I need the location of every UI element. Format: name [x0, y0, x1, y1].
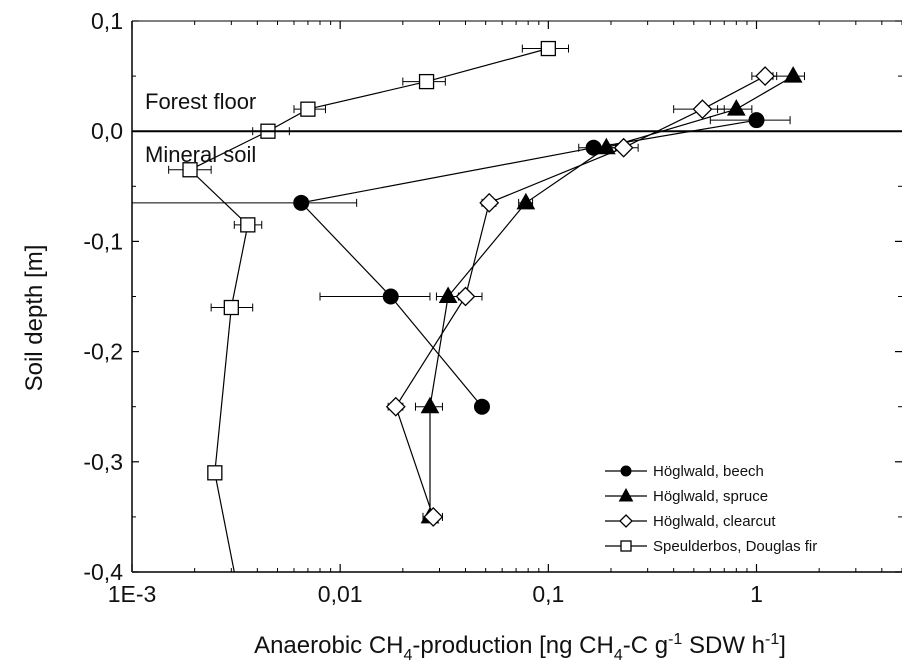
- legend-label-douglas-fir: Speulderbos, Douglas fir: [653, 538, 817, 555]
- x-tick-label: 0,01: [318, 581, 363, 607]
- data-point-clearcut: [385, 396, 406, 417]
- data-point-clearcut: [455, 286, 476, 307]
- annotation-mineral-soil: Mineral soil: [145, 142, 256, 167]
- legend-marker-clearcut: [619, 514, 633, 528]
- data-point-spruce: [516, 192, 536, 210]
- legend-label-spruce: Höglwald, spruce: [653, 488, 768, 505]
- y-tick-label: -0,3: [83, 449, 123, 475]
- series-clearcut: [385, 66, 778, 527]
- data-point-douglas-fir: [240, 217, 256, 233]
- data-point-douglas-fir: [418, 73, 435, 90]
- data-point-spruce: [783, 66, 803, 83]
- data-point-clearcut: [423, 506, 444, 527]
- plot-area: [131, 40, 805, 573]
- data-point-douglas-fir: [540, 40, 556, 57]
- annotation-forest-floor: Forest floor: [145, 89, 256, 114]
- data-point-clearcut: [613, 137, 634, 158]
- data-point-beech: [473, 398, 490, 415]
- data-point-clearcut: [479, 192, 500, 213]
- legend: Höglwald, beech Höglwald, spruce Höglwald,…: [605, 463, 817, 555]
- axes: 0,1 0,0 -0,1 -0,2 -0,3 -0,41E-3 0,01 0,1 1: [83, 8, 902, 607]
- data-point-douglas-fir: [182, 162, 198, 178]
- data-point-beech: [748, 112, 765, 129]
- data-point-clearcut: [692, 99, 713, 120]
- x-tick-label: 0,1: [532, 581, 564, 607]
- data-point-spruce: [420, 396, 440, 414]
- series-beech: [131, 112, 791, 415]
- data-point-beech: [293, 194, 310, 211]
- data-point-douglas-fir: [300, 101, 316, 117]
- legend-label-beech: Höglwald, beech: [653, 463, 764, 480]
- data-point-clearcut: [755, 66, 776, 87]
- x-tick-label: 1E-3: [108, 581, 157, 607]
- data-point-douglas-fir: [223, 299, 239, 316]
- y-tick-label: 0,0: [91, 118, 123, 144]
- legend-marker-spruce: [618, 487, 634, 502]
- legend-label-clearcut: Höglwald, clearcut: [653, 513, 776, 530]
- x-axis-title: Anaerobic CH4-production [ng CH4-C g-1 S…: [254, 631, 786, 664]
- data-point-beech: [382, 288, 399, 305]
- data-point-spruce: [726, 99, 746, 116]
- y-tick-label: -0,4: [83, 559, 123, 585]
- series-spruce: [414, 66, 805, 524]
- data-point-douglas-fir: [207, 465, 223, 481]
- y-tick-label: 0,1: [91, 8, 123, 34]
- y-tick-label: -0,1: [83, 228, 123, 254]
- legend-marker-douglas-fir: [620, 540, 632, 552]
- x-tick-label: 1: [750, 581, 763, 607]
- legend-marker-beech: [620, 465, 632, 477]
- y-axis-title: Soil depth [m]: [21, 245, 48, 392]
- y-tick-label: -0,2: [83, 339, 123, 365]
